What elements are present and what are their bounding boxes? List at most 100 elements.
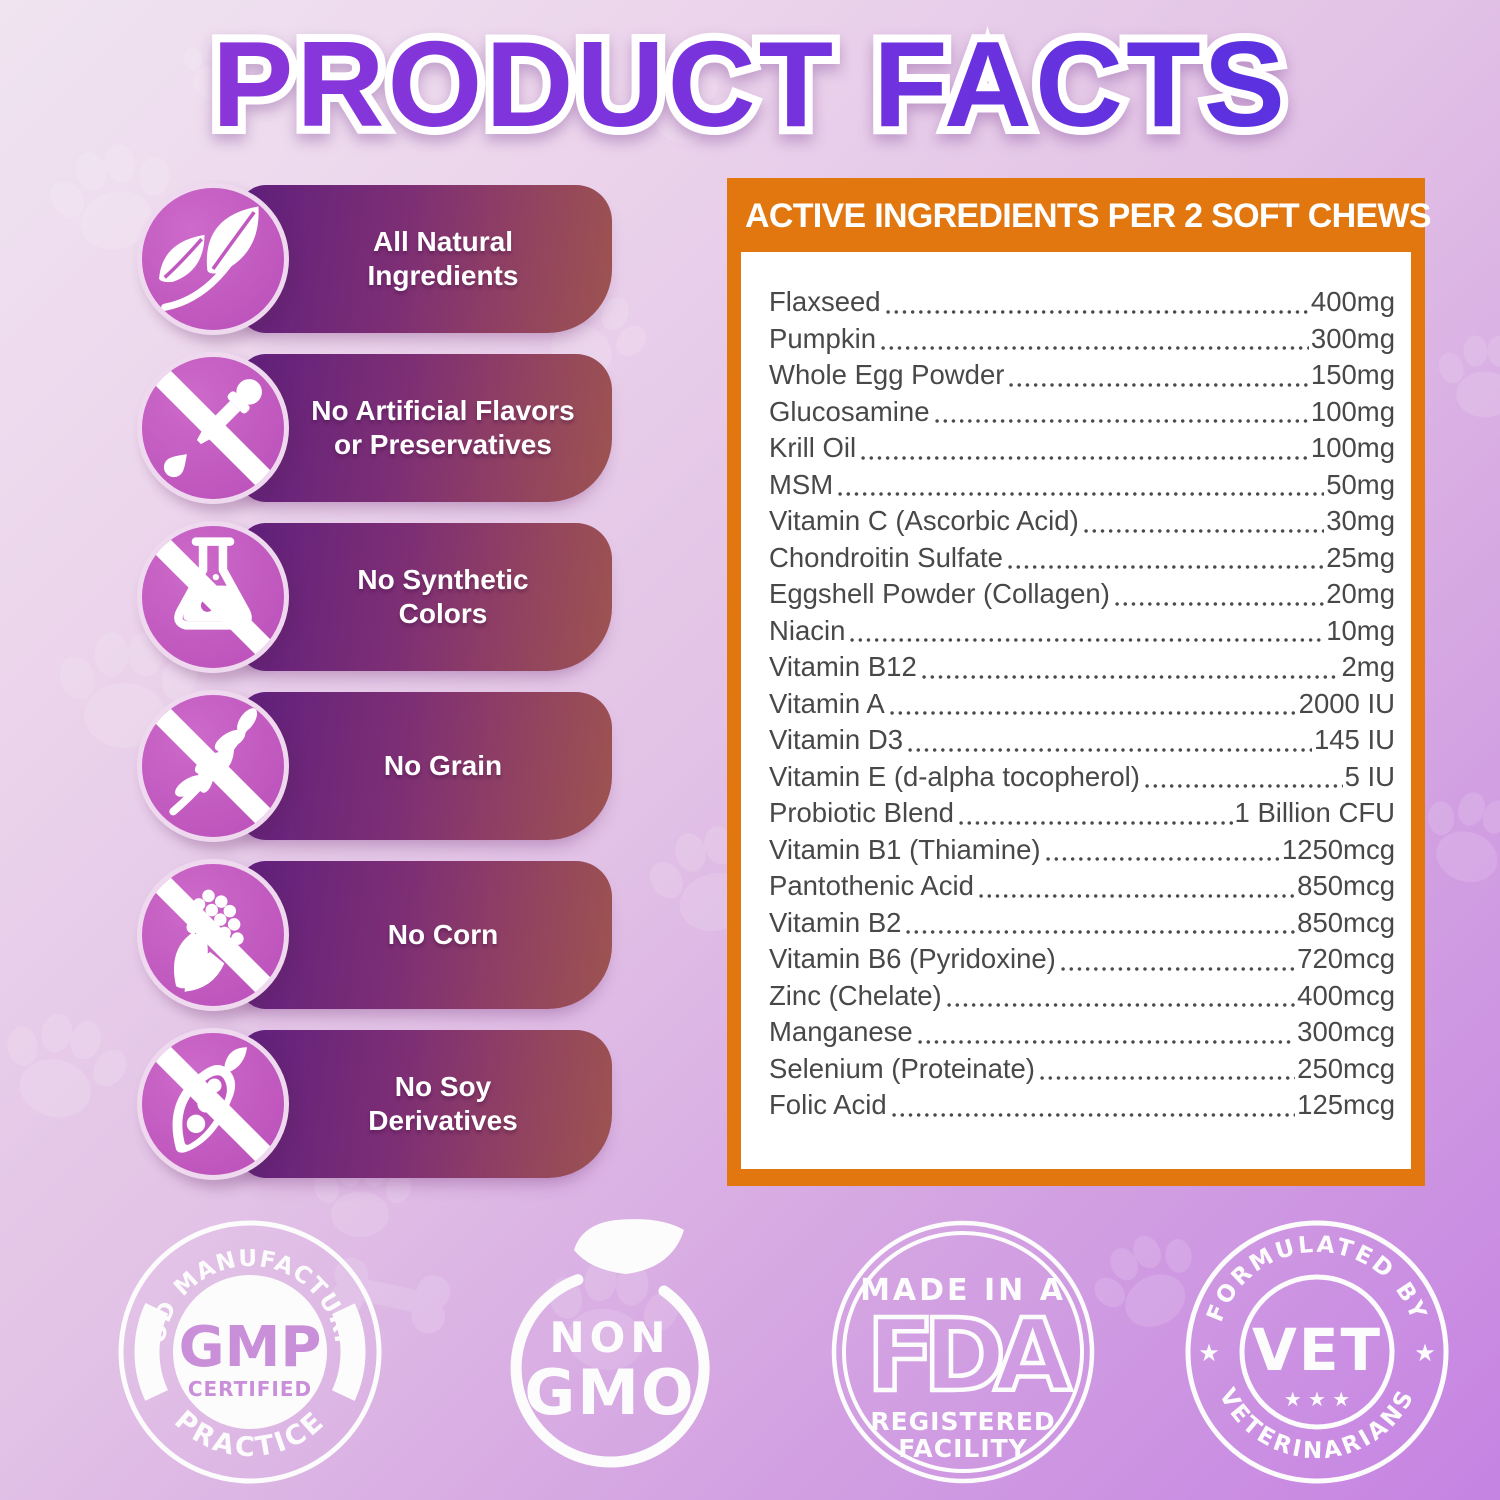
panel-body: Flaxseed 400mg Pumpkin 300mg Whole Egg P…	[741, 252, 1411, 1169]
page-title-text: PRODUCT FACTS	[0, 14, 1500, 154]
page-title-outline: PRODUCT FACTS	[0, 8, 1500, 160]
ingredient-amount: 720mcg	[1297, 943, 1395, 974]
ingredient-amount: 100mg	[1310, 432, 1395, 463]
ingredient-row: Manganese 300mcg	[769, 1014, 1395, 1051]
ingredient-amount: 300mg	[1310, 322, 1395, 354]
ingredient-row: Folic Acid 125mcg	[769, 1087, 1395, 1124]
non-gmo-circle	[510, 1274, 710, 1468]
badge-pill: No Artificial Flavors or Preservatives	[238, 354, 612, 502]
no-corn-icon	[142, 864, 284, 1006]
dot-leader	[975, 874, 1296, 905]
ingredient-row: Vitamin E (d-alpha tocopherol) 5 IU	[769, 759, 1395, 795]
fda-bottom-text1: REGISTERED	[870, 1407, 1055, 1436]
dot-leader	[1004, 546, 1325, 576]
badge-label: No Synthetic Colors	[357, 563, 529, 629]
ingredient-amount: 850mcg	[1297, 870, 1395, 901]
ingredient-amount: 2mg	[1341, 651, 1396, 682]
vet-formulated-seal: FORMULATED BY VETERINARIANS ★ ★ VET ★ ★ …	[1185, 1220, 1449, 1484]
non-gmo-line1: NON	[549, 1313, 670, 1362]
ingredient-amount: 50mg	[1326, 468, 1395, 500]
dot-leader	[905, 728, 1312, 759]
ingredient-name: Vitamin B2	[769, 906, 902, 938]
feature-badge-no-artificial-flavors: No Artificial Flavors or Preservatives	[137, 352, 615, 504]
ingredient-name: Vitamin D3	[769, 724, 903, 755]
feature-badge-all-natural: All Natural Ingredients	[137, 183, 615, 335]
no-dropper-icon	[142, 357, 284, 499]
gmp-center-text: GMP	[179, 1315, 322, 1380]
vet-right-star-icon: ★	[1414, 1339, 1436, 1367]
badge-pill: No Synthetic Colors	[238, 523, 612, 671]
ingredient-name: Vitamin E (d-alpha tocopherol)	[769, 760, 1140, 792]
fda-logo-text: FDA	[867, 1297, 1071, 1414]
ingredient-row: Whole Egg Powder 150mg	[769, 357, 1395, 394]
badge-pill: No Corn	[238, 861, 612, 1009]
ingredient-name: Pumpkin	[769, 322, 876, 354]
dot-leader	[1141, 765, 1343, 795]
ingredient-name: Vitamin B6 (Pyridoxine)	[769, 943, 1056, 974]
gmp-sub-text: CERTIFIED	[188, 1377, 312, 1401]
non-gmo-seal: NON GMO	[510, 1219, 710, 1468]
dot-leader	[1042, 838, 1280, 868]
fda-top-text: MADE IN A	[860, 1273, 1066, 1308]
no-grain-icon-circle	[137, 690, 289, 842]
ingredient-row: Flaxseed 400mg	[769, 284, 1395, 321]
ingredient-amount: 300mcg	[1297, 1016, 1395, 1047]
ingredient-row: Vitamin C (Ascorbic Acid) 30mg	[769, 503, 1395, 540]
ingredient-amount: 400mcg	[1297, 979, 1395, 1011]
dot-leader	[878, 327, 1309, 357]
ingredient-amount: 400mg	[1310, 286, 1395, 317]
ingredient-row: Vitamin B2 850mcg	[769, 905, 1395, 941]
ingredient-amount: 850mcg	[1297, 906, 1395, 938]
ingredient-name: Selenium (Proteinate)	[769, 1052, 1035, 1084]
ingredient-amount: 5 IU	[1344, 760, 1395, 792]
ingredient-amount: 1 Billion CFU	[1234, 797, 1395, 828]
ingredient-row: Vitamin A 2000 IU	[769, 686, 1395, 722]
feature-badge-no-corn: No Corn	[137, 859, 615, 1011]
no-corn-icon-circle	[137, 859, 289, 1011]
ingredient-row: Pumpkin 300mg	[769, 321, 1395, 357]
vet-stars-icon: ★ ★ ★	[1284, 1387, 1351, 1411]
ingredient-row: Vitamin D3 145 IU	[769, 722, 1395, 759]
ingredient-row: Krill Oil 100mg	[769, 430, 1395, 467]
ingredient-row: Vitamin B12 2mg	[769, 649, 1395, 686]
ingredient-amount: 100mg	[1310, 395, 1395, 427]
ingredient-amount: 20mg	[1326, 578, 1395, 609]
feature-badge-no-soy: No Soy Derivatives	[137, 1028, 615, 1180]
ingredient-name: Pantothenic Acid	[769, 870, 974, 901]
no-flask-icon	[142, 526, 284, 668]
dot-leader	[931, 400, 1309, 430]
ingredient-name: MSM	[769, 468, 834, 500]
ingredients-list: Flaxseed 400mg Pumpkin 300mg Whole Egg P…	[741, 252, 1411, 1124]
fda-bottom-text2: FACILITY	[898, 1434, 1028, 1463]
ingredient-row: Eggshell Powder (Collagen) 20mg	[769, 576, 1395, 613]
dot-leader	[847, 619, 1325, 649]
dot-leader	[1057, 947, 1296, 978]
no-synthetic-icon-circle	[137, 521, 289, 673]
ingredient-name: Niacin	[769, 614, 846, 646]
dot-leader	[1111, 582, 1325, 613]
ingredient-amount: 10mg	[1326, 614, 1395, 646]
ingredient-row: Vitamin B6 (Pyridoxine) 720mcg	[769, 941, 1395, 978]
no-artificial-icon-circle	[137, 352, 289, 504]
ingredient-row: Selenium (Proteinate) 250mcg	[769, 1051, 1395, 1087]
dot-leader	[955, 801, 1233, 832]
dot-leader	[943, 984, 1296, 1014]
feature-badge-no-grain: No Grain	[137, 690, 615, 842]
ingredient-name: Eggshell Powder (Collagen)	[769, 578, 1110, 609]
ingredient-row: Pantothenic Acid 850mcg	[769, 868, 1395, 905]
all-natural-icon-circle	[137, 183, 289, 335]
ingredient-amount: 25mg	[1326, 541, 1395, 573]
ingredient-amount: 125mcg	[1297, 1089, 1395, 1120]
badge-pill: No Grain	[238, 692, 612, 840]
no-soy-icon-circle	[137, 1028, 289, 1180]
dot-leader	[903, 911, 1296, 941]
active-ingredients-panel: ACTIVE INGREDIENTS PER 2 SOFT CHEWS Flax…	[727, 178, 1432, 1186]
ingredient-name: Vitamin A	[769, 687, 885, 719]
dot-leader	[835, 473, 1325, 503]
no-grain-icon	[142, 695, 284, 837]
ingredient-name: Vitamin C (Ascorbic Acid)	[769, 505, 1079, 536]
dot-leader	[1036, 1057, 1296, 1087]
ingredient-row: MSM 50mg	[769, 467, 1395, 503]
badge-pill: All Natural Ingredients	[238, 185, 612, 333]
